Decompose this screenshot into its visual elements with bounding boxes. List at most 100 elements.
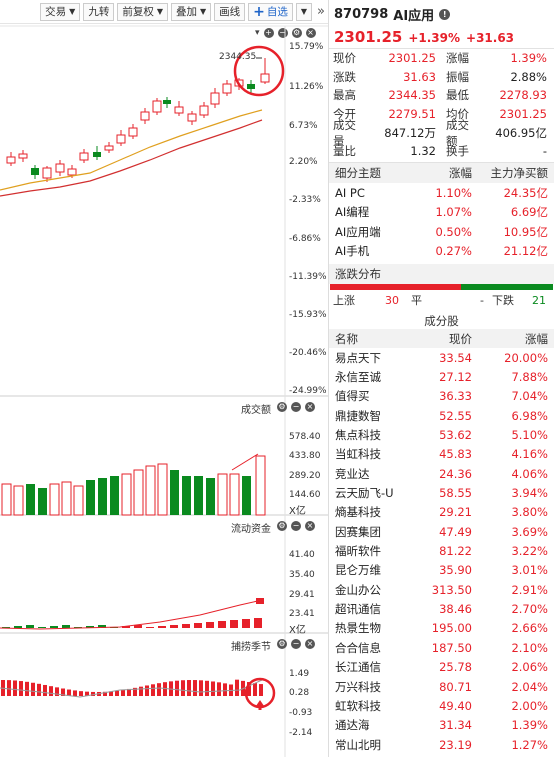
theme-row[interactable]: AI手机 0.27% 21.12亿 <box>329 242 554 262</box>
stock-row[interactable]: 昆仑万维 35.90 3.01% <box>329 561 554 580</box>
main-pane-controls: ▾ + − ⚙ × <box>255 28 316 38</box>
volume-bar <box>61 481 72 516</box>
stock-row[interactable]: 合合信息 187.50 2.10% <box>329 638 554 657</box>
stock-name: 福昕软件 <box>335 544 381 559</box>
settings-icon[interactable]: ⚙ <box>291 28 302 38</box>
theme-name: AI应用端 <box>335 224 381 239</box>
flow-bar <box>38 627 46 628</box>
close-icon[interactable]: × <box>305 402 315 412</box>
stock-pct: 2.66% <box>511 621 548 636</box>
stock-price: 27.12 <box>439 370 472 385</box>
season-bar <box>205 680 209 696</box>
settings-icon[interactable]: ⚙ <box>277 639 287 649</box>
watchlist-dropdown[interactable]: ▼ <box>295 2 313 21</box>
theme-row[interactable]: AI应用端 0.50% 10.95亿 <box>329 222 554 242</box>
y-tick: -20.46% <box>289 348 327 358</box>
zoom-in-icon[interactable]: + <box>263 28 274 38</box>
candle-body <box>31 168 39 175</box>
kline-chart[interactable] <box>0 0 329 757</box>
stock-row[interactable]: 万兴科技 80.71 2.04% <box>329 677 554 696</box>
add-watchlist-button[interactable]: + 自选 <box>248 2 293 21</box>
volume-bar <box>26 484 35 515</box>
stock-row[interactable]: 因赛集团 47.49 3.69% <box>329 522 554 541</box>
y-tick: 11.26% <box>289 82 324 92</box>
stock-row[interactable]: 常山北明 23.19 1.27% <box>329 735 554 754</box>
quote-label: 成交量 <box>333 117 356 148</box>
quote-label: 现价 <box>333 51 356 66</box>
index-code: 870798 <box>334 7 389 22</box>
candle-body <box>67 168 77 176</box>
y-tick: -15.93% <box>289 310 327 320</box>
close-icon[interactable]: × <box>305 639 315 649</box>
stock-row[interactable]: 当虹科技 45.83 4.16% <box>329 445 554 464</box>
y-tick: 578.40 <box>289 432 321 442</box>
stock-name: 鼎捷数智 <box>335 408 381 423</box>
stock-price: 33.54 <box>439 350 472 365</box>
quote-label: 成交额 <box>446 117 469 148</box>
stock-row[interactable]: 永信至诚 27.12 7.88% <box>329 367 554 386</box>
theme-name: AI手机 <box>335 244 370 259</box>
trade-button[interactable]: 交易 ▼ <box>40 2 81 21</box>
quote-value: 2279.51 <box>388 107 436 122</box>
close-icon[interactable]: × <box>305 521 315 531</box>
stock-name: 超讯通信 <box>335 602 381 617</box>
stock-price: 80.71 <box>439 679 472 694</box>
stock-price: 81.22 <box>439 544 472 559</box>
stock-price: 25.78 <box>439 660 472 675</box>
stock-row[interactable]: 福昕软件 81.22 3.22% <box>329 541 554 560</box>
stock-price: 313.50 <box>431 582 472 597</box>
zoom-out-icon[interactable]: − <box>277 28 288 38</box>
draw-button[interactable]: 画线 <box>214 2 246 21</box>
distribution-title: 涨跌分布 <box>329 264 554 284</box>
stock-row[interactable]: 超讯通信 38.46 2.70% <box>329 599 554 618</box>
dropdown-arrow-icon[interactable]: ▾ <box>255 28 260 38</box>
y-tick: 144.60 <box>289 490 321 500</box>
stock-row[interactable]: 热景生物 195.00 2.66% <box>329 619 554 638</box>
quote-value: 2301.25 <box>499 107 547 122</box>
season-bar <box>253 683 257 696</box>
chart-panel: 交易 ▼ 九转 前复权 ▼ 叠加 ▼ 画线 + 自选 ▼ » ▾ + − ⚙ × 15.… <box>0 0 329 757</box>
info-icon[interactable]: ! <box>439 9 451 20</box>
stock-row[interactable]: 易点天下 33.54 20.00% <box>329 348 554 367</box>
zoom-out-icon[interactable]: − <box>291 402 301 412</box>
season-pane-title: 捕捞季节 <box>231 642 271 653</box>
overlay-dropdown[interactable]: 叠加 ▼ <box>170 2 212 21</box>
candle-body <box>260 73 270 83</box>
theme-name: AI编程 <box>335 205 370 220</box>
stock-row[interactable]: 焦点科技 53.62 5.10% <box>329 425 554 444</box>
quote-row: 现价 2301.25 涨幅 1.39% <box>329 49 554 68</box>
close-icon[interactable]: × <box>305 28 316 38</box>
stock-row[interactable]: 虹软科技 49.40 2.00% <box>329 696 554 715</box>
zoom-out-icon[interactable]: − <box>291 639 301 649</box>
stock-pct: 5.10% <box>511 428 548 443</box>
stock-row[interactable]: 长江通信 25.78 2.06% <box>329 658 554 677</box>
adjust-dropdown[interactable]: 前复权 ▼ <box>117 2 168 21</box>
stock-row[interactable]: 竞业达 24.36 4.06% <box>329 464 554 483</box>
flow-pane-title: 流动资金 <box>231 524 271 535</box>
stock-row[interactable]: 金山办公 313.50 2.91% <box>329 580 554 599</box>
settings-icon[interactable]: ⚙ <box>277 521 287 531</box>
volume-bar <box>110 476 119 515</box>
y-tick: 29.41 <box>289 590 315 600</box>
stock-name: 易点天下 <box>335 350 381 365</box>
quote-value: 2278.93 <box>499 88 547 103</box>
stock-row[interactable]: 值得买 36.33 7.04% <box>329 387 554 406</box>
stock-row[interactable]: 鼎捷数智 52.55 6.98% <box>329 406 554 425</box>
stock-row[interactable]: 通达海 31.34 1.39% <box>329 716 554 735</box>
season-line <box>0 679 263 698</box>
price-row: 2301.25 +1.39% +31.63 <box>334 28 554 46</box>
stock-pct: 7.04% <box>511 389 548 404</box>
y-tick: 23.41 <box>289 609 315 619</box>
zoom-out-icon[interactable]: − <box>291 521 301 531</box>
theme-row[interactable]: AI PC 1.10% 24.35亿 <box>329 183 554 203</box>
candle-body <box>6 156 16 164</box>
stock-row[interactable]: 云天励飞-U 58.55 3.94% <box>329 483 554 502</box>
season-bar <box>175 680 179 696</box>
settings-icon[interactable]: ⚙ <box>277 402 287 412</box>
expand-icon[interactable]: » <box>317 4 325 19</box>
candle-body <box>187 113 197 122</box>
y-tick: 15.79% <box>289 42 324 52</box>
nine-turns-button[interactable]: 九转 <box>83 2 115 21</box>
stock-row[interactable]: 熵基科技 29.21 3.80% <box>329 503 554 522</box>
theme-row[interactable]: AI编程 1.07% 6.69亿 <box>329 203 554 223</box>
